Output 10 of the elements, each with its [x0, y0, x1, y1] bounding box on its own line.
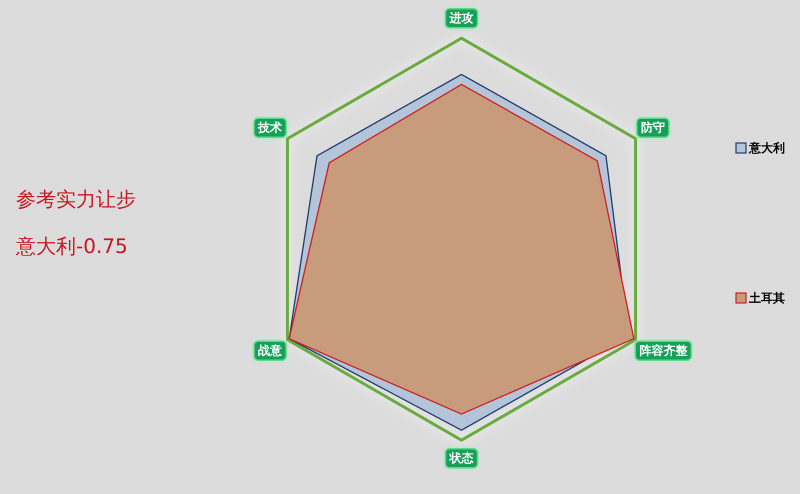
spoke-label: 技术	[257, 120, 282, 135]
spoke-label: 防守	[640, 120, 665, 135]
legend-label: 意大利	[748, 141, 785, 155]
text: 参考实力让步	[16, 187, 136, 211]
text: 意大利-0.75	[15, 234, 128, 258]
spoke-label: 战意	[258, 344, 284, 358]
spoke-label: 状态	[448, 451, 474, 466]
legend-label: 土耳其	[748, 291, 785, 305]
spoke-label: 进攻	[448, 11, 474, 26]
spoke-label: 阵容齐整	[639, 344, 688, 358]
